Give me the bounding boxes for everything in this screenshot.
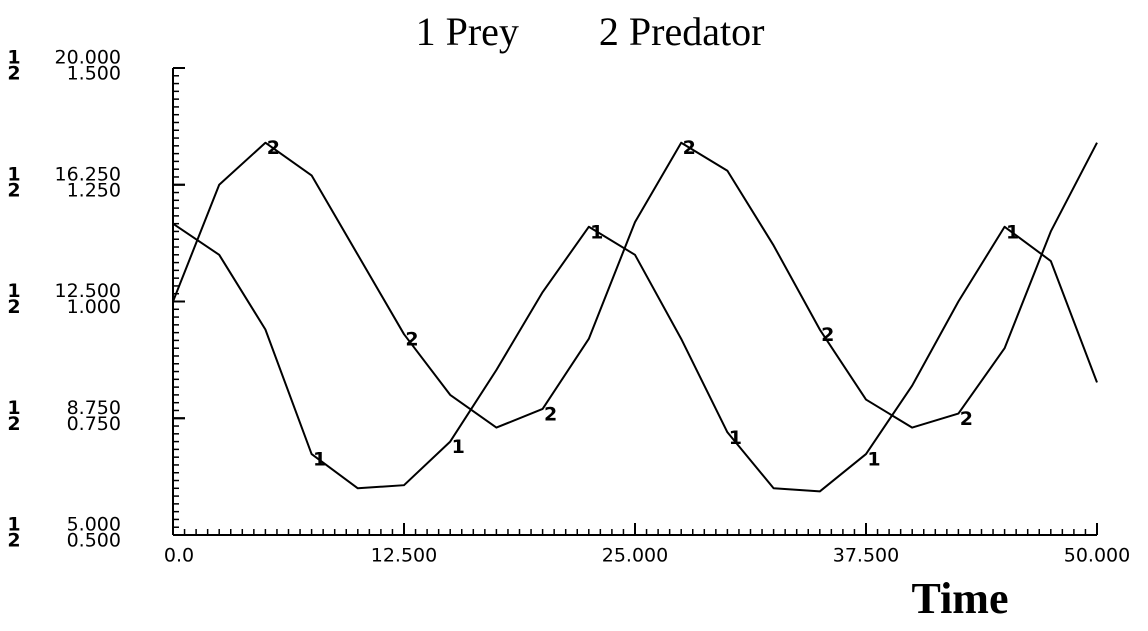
series-marker: 1 [590, 221, 603, 243]
legend-number: 1 [416, 9, 436, 54]
series-marker: 2 [683, 137, 696, 159]
y-tick-number: 1 [7, 163, 20, 185]
y-tick-number: 1 [7, 397, 20, 419]
series-marker: 1 [1006, 221, 1019, 243]
x-tick-label: 12.500 [371, 545, 437, 567]
series-marker: 2 [544, 403, 557, 425]
y-tick-label: 16.250 [55, 163, 121, 185]
x-tick-label: 25.000 [602, 545, 668, 567]
y-tick-number: 1 [7, 280, 20, 302]
legend-name: Predator [629, 9, 765, 54]
series-marker: 1 [867, 449, 880, 471]
y2-tick-number: 2 [7, 179, 20, 201]
y-tick-label: 5.000 [67, 514, 121, 536]
series-marker: 2 [960, 408, 973, 430]
series-marker: 1 [313, 449, 326, 471]
y2-tick-label: 1.000 [67, 296, 121, 318]
series-marker: 1 [452, 436, 465, 458]
x-axis-label: Time [912, 574, 1009, 623]
chart-title: 1 Prey 2 Predator [416, 9, 765, 54]
y2-tick-label: 1.500 [67, 63, 121, 85]
y2-tick-number: 2 [7, 530, 20, 552]
series-line [172, 222, 1098, 493]
y2-tick-number: 2 [7, 296, 20, 318]
y2-tick-label: 0.500 [67, 530, 121, 552]
series-line [172, 141, 1098, 429]
series-marker: 2 [267, 137, 280, 159]
y2-tick-label: 1.250 [67, 179, 121, 201]
y2-tick-number: 2 [7, 413, 20, 435]
series-marker: 2 [821, 324, 834, 346]
series-marker: 2 [405, 329, 418, 351]
y-tick-label: 20.000 [55, 47, 121, 69]
y-tick-label: 8.750 [67, 397, 121, 419]
y-tick-number: 1 [7, 47, 20, 69]
legend-number: 2 [599, 9, 619, 54]
y2-tick-number: 2 [7, 63, 20, 85]
x-tick-label: 50.000 [1064, 545, 1130, 567]
y2-tick-label: 0.750 [67, 413, 121, 435]
x-tick-label: 37.500 [833, 545, 899, 567]
y-tick-label: 12.500 [55, 280, 121, 302]
legend-name: Prey [446, 9, 519, 54]
y-tick-number: 1 [7, 514, 20, 536]
series-marker: 1 [729, 427, 742, 449]
x-tick-label: 0.0 [164, 545, 194, 567]
